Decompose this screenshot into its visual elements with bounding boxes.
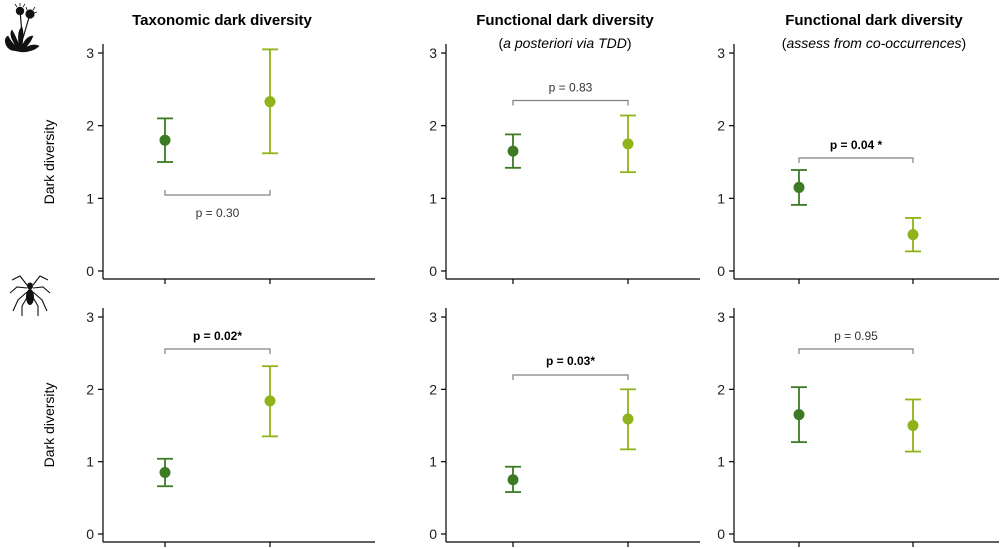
y-tick-label: 2 bbox=[717, 118, 725, 134]
column-title-taxonomic: Taxonomic dark diversity bbox=[132, 12, 312, 29]
mean-point bbox=[264, 96, 276, 108]
y-tick-label: 1 bbox=[717, 454, 725, 470]
p-value-label: p = 0.83 bbox=[549, 80, 593, 94]
y-tick-label: 0 bbox=[429, 263, 437, 279]
y-tick-label: 3 bbox=[86, 309, 94, 325]
mean-point bbox=[907, 420, 919, 431]
significance-bracket bbox=[798, 157, 914, 163]
y-tick-label: 3 bbox=[717, 45, 725, 61]
panel-1-3: 0 1 2 3 p = 0.04 * bbox=[717, 44, 999, 284]
mean-point bbox=[507, 145, 519, 157]
y-tick-label: 0 bbox=[717, 526, 725, 542]
panel-1-2: 0 1 2 3 p = 0.83 bbox=[429, 44, 700, 284]
y-tick-label: 0 bbox=[86, 263, 94, 279]
panel-2-3: 0 1 2 3 p = 0.95 bbox=[717, 308, 999, 547]
y-tick-label: 2 bbox=[429, 381, 437, 397]
mean-point bbox=[622, 138, 634, 150]
mean-point bbox=[507, 474, 519, 486]
mean-point bbox=[907, 229, 919, 241]
significance-bracket bbox=[164, 190, 271, 196]
column-subtitle-cooccurrence: (assess from co-occurrences) bbox=[782, 35, 966, 51]
y-tick-label: 0 bbox=[86, 526, 94, 542]
dandelion-plant-icon bbox=[5, 3, 40, 53]
mean-point bbox=[159, 134, 171, 146]
panel-2-2: 0 1 2 3 p = 0.03* bbox=[429, 308, 700, 547]
y-tick-label: 3 bbox=[429, 309, 437, 325]
panel-1-1: 0 1 2 3 p = 0.30 bbox=[86, 44, 375, 284]
y-tick-label: 1 bbox=[429, 190, 437, 206]
mean-point bbox=[793, 181, 805, 193]
mean-point bbox=[793, 409, 805, 421]
spider-icon bbox=[9, 275, 51, 316]
y-tick-label: 3 bbox=[86, 45, 94, 61]
p-value-label: p = 0.30 bbox=[196, 206, 240, 220]
significance-bracket bbox=[798, 348, 914, 354]
y-tick-label: 2 bbox=[429, 118, 437, 134]
column-subtitle-posteriori: (a posteriori via TDD) bbox=[498, 35, 631, 51]
y-tick-label: 3 bbox=[717, 309, 725, 325]
y-tick-label: 1 bbox=[86, 190, 94, 206]
column-title-functional-posteriori: Functional dark diversity bbox=[476, 12, 654, 29]
p-value-label: p = 0.03* bbox=[546, 354, 595, 368]
mean-point bbox=[159, 467, 171, 479]
y-tick-label: 2 bbox=[86, 118, 94, 134]
column-title-functional-cooccurrence: Functional dark diversity bbox=[785, 12, 963, 29]
y-axis-label-row-1: Dark diversity bbox=[41, 120, 57, 205]
y-tick-label: 1 bbox=[429, 454, 437, 470]
y-tick-label: 2 bbox=[86, 381, 94, 397]
y-tick-label: 1 bbox=[86, 454, 94, 470]
y-tick-label: 2 bbox=[717, 381, 725, 397]
y-tick-label: 0 bbox=[717, 263, 725, 279]
p-value-label: p = 0.02* bbox=[193, 329, 242, 343]
significance-bracket bbox=[164, 348, 271, 354]
y-tick-label: 1 bbox=[717, 190, 725, 206]
y-axis-label-row-2: Dark diversity bbox=[41, 383, 57, 468]
mean-point bbox=[264, 395, 276, 407]
y-tick-label: 3 bbox=[429, 45, 437, 61]
significance-bracket bbox=[512, 374, 629, 380]
p-value-label: p = 0.04 * bbox=[830, 138, 883, 152]
p-value-label: p = 0.95 bbox=[834, 329, 878, 343]
significance-bracket bbox=[512, 99, 629, 106]
y-tick-label: 0 bbox=[429, 526, 437, 542]
mean-point bbox=[622, 413, 634, 425]
panel-2-1: 0 1 2 3 p = 0.02* bbox=[86, 308, 375, 547]
